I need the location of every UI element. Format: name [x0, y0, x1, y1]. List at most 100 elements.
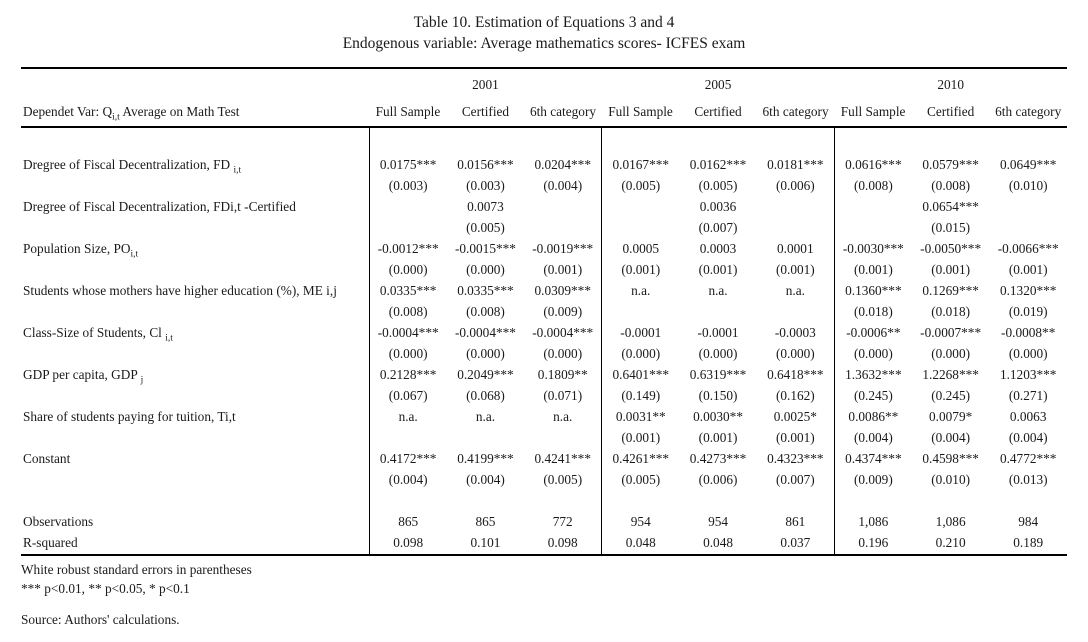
stat-cell: 0.189	[989, 532, 1067, 556]
stderr-cell: (0.001)	[931, 262, 971, 278]
spacer-cell	[524, 127, 602, 155]
col-header-6th-category: 6th category	[524, 97, 602, 128]
stderr-cell: (0.003)	[466, 178, 505, 194]
stderr-cell: (0.006)	[775, 178, 815, 194]
col-header-full-sample: Full Sample	[369, 97, 447, 128]
footnotes: White robust standard errors in parenthe…	[21, 560, 1088, 599]
stderr-cell: (0.013)	[1008, 472, 1048, 488]
spacer-cell	[447, 491, 525, 512]
year-header-row: 2001 2005 2010	[21, 66, 1067, 98]
stat-cell: 0.048	[601, 532, 680, 556]
stderr-cell: (0.018)	[931, 304, 971, 320]
year-header-spacer	[21, 66, 370, 98]
stderr-cell: (0.150)	[698, 388, 738, 404]
row-label: Dregree of Fiscal Decentralization, FD i…	[23, 157, 242, 176]
row-label	[21, 176, 369, 197]
stderr-cell: (0.004)	[368, 469, 447, 491]
stderr-cell: (0.000)	[775, 346, 815, 362]
coefficient-cell: -0.0007***	[920, 325, 982, 341]
coefficient-cell	[524, 197, 602, 218]
row-label: R-squared	[21, 532, 370, 556]
coefficient-cell: 0.0036	[699, 199, 737, 215]
stderr-cell: (0.162)	[775, 388, 815, 404]
table-caption: Table 10. Estimation of Equations 3 and …	[0, 0, 1088, 55]
column-header-row: Dependet Var: Qi,t Average on Math Test …	[21, 97, 1067, 128]
stderr-row: (0.000) (0.000) (0.001) (0.001) (0.001) (0.00…	[21, 259, 1067, 281]
spacer-cell	[912, 127, 990, 155]
stderr-cell	[757, 302, 835, 323]
spacer-cell	[679, 127, 757, 155]
stderr-cell: (0.245)	[833, 385, 912, 407]
stderr-cell: (0.005)	[543, 472, 583, 488]
coefficient-cell: 0.0079*	[929, 409, 973, 425]
coefficient-cell: 0.6319***	[689, 367, 747, 383]
stderr-cell: (0.009)	[543, 304, 583, 320]
coefficient-cell: -0.0030***	[833, 238, 912, 260]
table-subtitle: Endogenous variable: Average mathematics…	[342, 34, 746, 52]
coefficient-row: Population Size, POi,t -0.0012*** -0.0015*…	[21, 238, 1067, 260]
coefficient-row: Dregree of Fiscal Decentralization, FD i…	[21, 154, 1067, 176]
stderr-cell	[447, 428, 525, 449]
row-label: Dregree of Fiscal Decentralization, FDi,…	[23, 199, 296, 215]
coefficient-cell: -0.0050***	[920, 241, 982, 257]
coefficient-cell: n.a.	[708, 283, 728, 299]
stderr-cell: (0.006)	[698, 472, 738, 488]
stat-cell: 0.101	[446, 532, 525, 556]
stderr-cell: (0.008)	[466, 304, 505, 320]
coefficient-cell: -0.0001	[601, 322, 680, 344]
coefficient-cell: 0.4241***	[534, 451, 591, 467]
coefficient-cell: -0.0006**	[833, 322, 912, 344]
stderr-cell: (0.149)	[601, 385, 680, 407]
footnote-significance: *** p<0.01, ** p<0.05, * p<0.1	[21, 581, 190, 597]
stderr-cell	[989, 218, 1067, 239]
row-label	[21, 491, 369, 512]
coefficient-cell: 1.1203***	[999, 367, 1057, 383]
stderr-cell	[679, 302, 757, 323]
spacer-row	[21, 490, 1067, 512]
coefficient-cell: -0.0012***	[368, 238, 447, 260]
coefficient-cell: -0.0004***	[454, 325, 516, 341]
row-label	[21, 428, 369, 449]
coefficient-cell: 0.0030**	[693, 409, 743, 425]
stderr-cell: (0.009)	[833, 469, 912, 491]
coefficient-cell: 0.4323***	[767, 451, 824, 467]
year-header-2005: 2005	[601, 66, 835, 98]
stderr-cell: (0.001)	[833, 259, 912, 281]
stderr-cell: (0.000)	[931, 346, 971, 362]
stat-cell: 0.098	[524, 532, 602, 556]
row-label: Class-Size of Students, Cl i,t	[23, 325, 173, 344]
coefficient-row: Class-Size of Students, Cl i,t -0.0004***…	[21, 322, 1067, 344]
stderr-cell: (0.001)	[698, 430, 738, 446]
coefficient-cell: 0.6418***	[767, 367, 824, 383]
coefficient-cell: -0.0066***	[997, 241, 1059, 257]
coefficient-cell: 0.0649***	[999, 157, 1057, 173]
row-label: GDP per capita, GDP j	[23, 367, 144, 386]
coefficient-cell: 1.2268***	[922, 367, 979, 383]
coefficient-cell: -0.0004***	[532, 325, 594, 341]
coefficient-cell: 0.0003	[699, 241, 737, 257]
coefficient-cell: 0.0073	[467, 199, 504, 215]
stderr-cell: (0.008)	[368, 301, 447, 323]
row-label: Observations	[23, 514, 94, 530]
stderr-cell: (0.245)	[931, 388, 971, 404]
stderr-cell: (0.000)	[466, 346, 505, 362]
spacer-cell	[679, 491, 757, 512]
stderr-cell: (0.071)	[543, 388, 583, 404]
coefficient-cell: 0.0162***	[689, 157, 747, 173]
row-label	[21, 344, 369, 365]
coefficient-cell: 0.4772***	[999, 451, 1057, 467]
coefficient-cell: 0.1269***	[922, 283, 979, 299]
year-header-2001: 2001	[369, 66, 602, 98]
stat-cell: 0.098	[368, 532, 447, 556]
stderr-row: (0.067) (0.068) (0.071) (0.149) (0.150) (0.16…	[21, 385, 1067, 407]
row-label	[21, 470, 369, 491]
stderr-cell: (0.000)	[698, 346, 738, 362]
coefficient-cell: 0.4374***	[833, 448, 912, 470]
stat-cell: 865	[475, 514, 496, 530]
stderr-cell	[757, 218, 835, 239]
stderr-cell: (0.000)	[368, 259, 447, 281]
stat-cell: 0.037	[756, 532, 835, 556]
col-header-6th-category: 6th category	[989, 97, 1067, 128]
stderr-cell: (0.001)	[1008, 262, 1048, 278]
table-title: Table 10. Estimation of Equations 3 and …	[413, 14, 675, 31]
